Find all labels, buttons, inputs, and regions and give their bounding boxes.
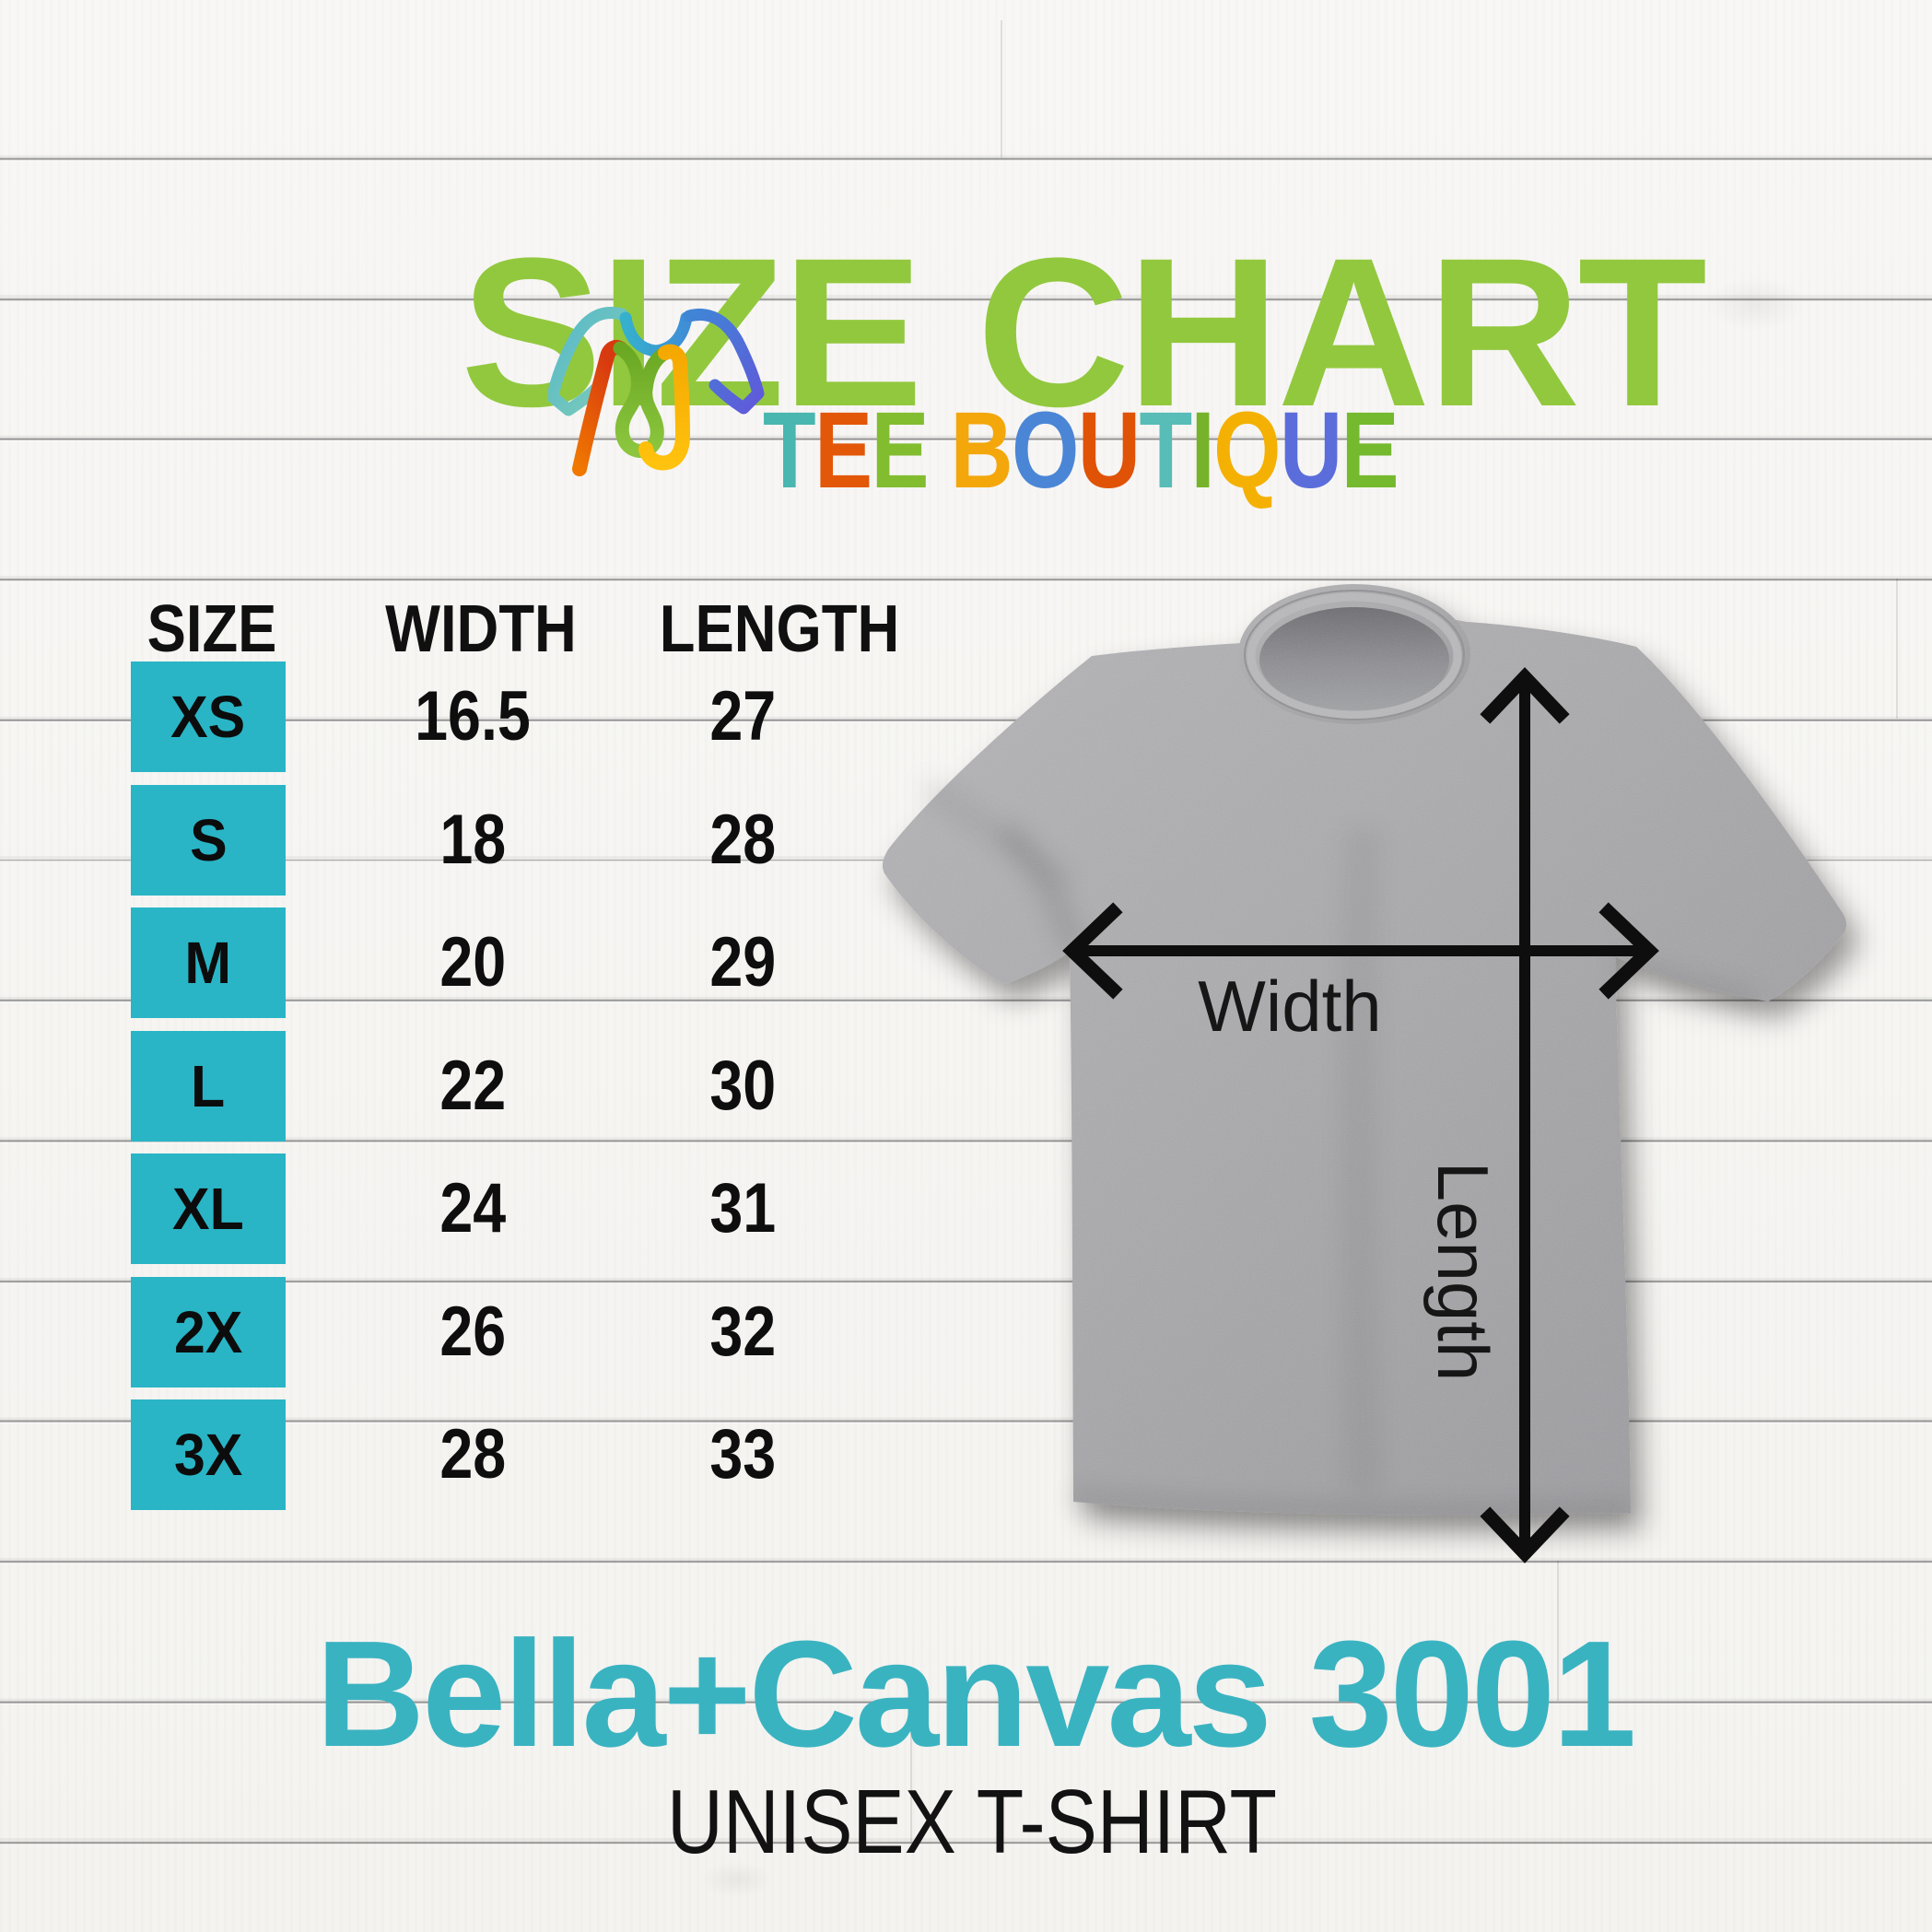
brand-letter: B <box>950 390 1013 511</box>
brand-letter: U <box>1280 390 1342 511</box>
size-row-3x: 3X 28 33 <box>0 1399 921 1510</box>
length-value-text: 33 <box>709 1415 776 1493</box>
size-tile-label: XL <box>172 1176 244 1242</box>
width-value-text: 24 <box>439 1169 506 1247</box>
wood-seam <box>1896 579 1898 719</box>
size-row-l: L 22 30 <box>0 1030 921 1142</box>
width-label: Width <box>1198 966 1382 1047</box>
width-value-text: 26 <box>439 1292 506 1371</box>
width-value: 18 <box>381 785 565 896</box>
wood-seam <box>1557 1561 1559 1701</box>
brand-letter: U <box>1077 390 1141 511</box>
tee-boutique-logo-icon <box>548 307 765 476</box>
size-tile-label: M <box>184 930 232 996</box>
length-value-text: 32 <box>709 1292 776 1371</box>
length-label: Length <box>1423 1161 1504 1382</box>
width-value-text: 28 <box>439 1415 506 1493</box>
brand-letter: T <box>1139 390 1192 511</box>
length-value: 27 <box>650 662 835 772</box>
brand-letter: I <box>1190 390 1215 511</box>
column-header-length: LENGTH <box>659 592 900 666</box>
icon-shirt-right-sleeve <box>683 309 765 415</box>
wood-knot <box>1704 276 1806 332</box>
size-tile-xs: XS <box>131 662 286 772</box>
size-tile-label: XS <box>170 684 246 750</box>
size-row-xl: XL 24 31 <box>0 1153 921 1264</box>
wood-seam <box>910 1702 912 1842</box>
size-tile-l: L <box>131 1030 286 1142</box>
tshirt-diagram <box>882 584 1847 1563</box>
size-tile-label: L <box>191 1052 226 1119</box>
heather-texture <box>882 584 1847 1516</box>
brand-wordmark: TEE BOUTIQUE <box>763 393 1399 508</box>
size-tile-label: 2X <box>173 1298 243 1365</box>
wood-seam <box>1001 20 1002 158</box>
size-row-xs: XS 16.5 27 <box>0 662 921 772</box>
width-value-text: 18 <box>439 800 506 879</box>
size-row-s: S 18 28 <box>0 784 921 896</box>
width-value: 24 <box>381 1153 565 1264</box>
width-value-text: 22 <box>439 1046 506 1125</box>
length-value: 32 <box>650 1277 835 1388</box>
icon-shirt-left-sleeve <box>548 307 628 416</box>
icon-monogram-m-loop <box>613 341 673 458</box>
length-value-text: 30 <box>709 1046 776 1125</box>
width-value: 26 <box>381 1277 565 1388</box>
width-value: 28 <box>381 1399 565 1510</box>
product-name: Bella+Canvas 3001 <box>315 1610 1637 1778</box>
size-tile-s: S <box>131 784 286 896</box>
page-title: SIZE CHART <box>461 214 1707 451</box>
size-tile-m: M <box>131 907 286 1018</box>
brand-letter: Q <box>1213 390 1281 511</box>
width-arrow <box>1062 902 1659 1000</box>
brand-letter: E <box>1341 390 1399 511</box>
brand-letter: O <box>1012 390 1079 511</box>
length-value-text: 28 <box>709 800 776 879</box>
length-value: 31 <box>650 1153 835 1264</box>
width-value-text: 16.5 <box>415 677 531 755</box>
length-value-text: 27 <box>709 677 776 755</box>
tshirt-photo <box>882 584 1847 1522</box>
width-value: 16.5 <box>381 662 565 772</box>
size-tile-label: S <box>189 806 228 873</box>
icon-monogram-j <box>638 344 690 471</box>
size-tile-3x: 3X <box>131 1399 286 1510</box>
length-value-text: 31 <box>709 1169 776 1247</box>
size-row-m: M 20 29 <box>0 907 921 1018</box>
length-value: 33 <box>650 1399 835 1510</box>
size-row-2x: 2X 26 32 <box>0 1276 921 1388</box>
size-tile-label: 3X <box>173 1422 243 1488</box>
column-header-width: WIDTH <box>385 592 577 666</box>
product-subtitle: UNISEX T-SHIRT <box>667 1771 1277 1872</box>
size-tile-xl: XL <box>131 1153 286 1264</box>
column-header-size: SIZE <box>146 592 277 666</box>
width-value-text: 20 <box>439 923 506 1001</box>
length-value-text: 29 <box>709 923 776 1001</box>
brand-letter: E <box>814 390 872 511</box>
length-value: 29 <box>650 907 835 1018</box>
width-value: 22 <box>381 1031 565 1142</box>
width-value: 20 <box>381 907 565 1018</box>
length-value: 30 <box>650 1031 835 1142</box>
brand-letter <box>928 394 951 509</box>
length-arrow <box>1480 667 1570 1563</box>
icon-monogram-m-left <box>572 340 627 476</box>
brand-letter: T <box>763 390 816 511</box>
size-tile-2x: 2X <box>131 1276 286 1388</box>
brand-letter: E <box>871 390 929 511</box>
length-value: 28 <box>650 785 835 896</box>
dimension-arrows <box>1062 667 1659 1563</box>
wood-knot <box>700 1861 774 1898</box>
